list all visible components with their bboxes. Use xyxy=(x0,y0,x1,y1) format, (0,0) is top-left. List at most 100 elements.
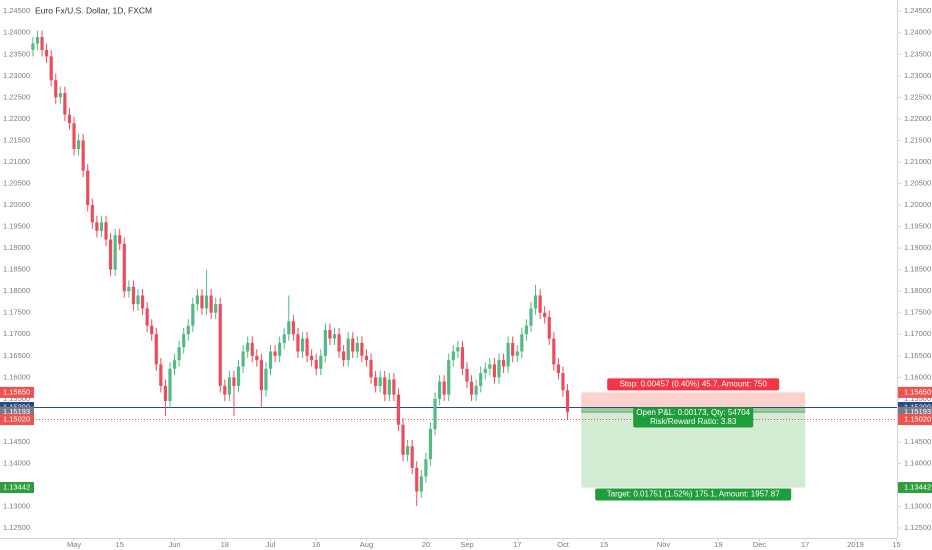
candle-body xyxy=(159,364,163,386)
candle-body xyxy=(291,321,295,335)
y-tick-label-left: 1.14000 xyxy=(3,458,30,467)
price-label: 1.15020 xyxy=(904,415,931,424)
y-tick-label-left: 1.22000 xyxy=(3,114,30,123)
candle-body xyxy=(488,364,492,369)
candle-body xyxy=(72,123,76,150)
candle-body xyxy=(424,459,428,477)
x-tick-label: Sep xyxy=(460,540,473,549)
candle-body xyxy=(355,342,359,352)
candle-body xyxy=(118,235,122,244)
candle-body xyxy=(524,325,529,335)
candle-body xyxy=(108,239,113,270)
rr-label: Risk/Reward Ratio: 3.83 xyxy=(650,417,737,426)
candle-body xyxy=(342,351,346,361)
candle-body xyxy=(191,304,195,326)
candle-body xyxy=(406,446,410,455)
candle-body xyxy=(419,476,423,492)
candle-body xyxy=(282,334,286,343)
y-tick-label-left: 1.23000 xyxy=(3,71,30,80)
price-label-box xyxy=(898,414,932,426)
candle-body xyxy=(392,379,396,395)
candle-body xyxy=(140,295,145,309)
candle-body xyxy=(40,37,44,50)
candle-body xyxy=(209,295,213,313)
candle-body xyxy=(515,351,519,356)
candle-body xyxy=(437,381,442,399)
y-tick-label-left: 1.19500 xyxy=(3,222,30,231)
y-tick-label-right: 1.14500 xyxy=(904,437,931,446)
candle-body xyxy=(310,355,314,361)
candle-body xyxy=(67,114,72,124)
candle-body xyxy=(273,351,277,356)
candle-body xyxy=(506,342,510,367)
target-label-box xyxy=(595,488,792,501)
candle-body xyxy=(204,295,209,309)
candle-body xyxy=(497,360,501,378)
price-label: 1.13442 xyxy=(3,483,30,492)
candle-body xyxy=(538,295,542,313)
y-tick-label-left: 1.18000 xyxy=(3,286,30,295)
candle-body xyxy=(218,304,222,386)
price-label-box xyxy=(0,406,34,418)
y-tick-label-left: 1.19000 xyxy=(3,243,30,252)
candle-body xyxy=(186,325,190,335)
x-tick-label: 15 xyxy=(116,540,124,549)
candle-body xyxy=(54,80,58,98)
x-tick-label: Dec xyxy=(753,540,767,549)
candle-body xyxy=(58,93,62,98)
price-label-box xyxy=(898,482,932,494)
y-tick-label-right: 1.14000 xyxy=(904,458,931,467)
price-label-box xyxy=(898,406,932,418)
candle-body xyxy=(469,381,474,395)
candle-body xyxy=(401,424,405,455)
candle-body xyxy=(200,295,204,309)
candle-body xyxy=(383,377,387,395)
candle-body xyxy=(236,366,241,386)
price-label: 1.13442 xyxy=(904,483,931,492)
x-tick-label: 18 xyxy=(221,540,229,549)
candle-body xyxy=(122,243,126,292)
candle-body xyxy=(35,37,40,44)
x-tick-label: Jul xyxy=(266,540,276,549)
candle-body xyxy=(346,338,350,361)
y-tick-label-left: 1.12500 xyxy=(3,523,30,532)
candle-body xyxy=(323,329,327,356)
candle-body xyxy=(387,379,391,395)
y-tick-label-left: 1.23500 xyxy=(3,49,30,58)
y-tick-label-left: 1.24000 xyxy=(3,28,30,37)
candle-body xyxy=(529,308,533,326)
y-tick-label-right: 1.17500 xyxy=(904,308,931,317)
candle-body xyxy=(492,364,497,378)
price-label: 1.15193 xyxy=(904,407,931,416)
chart-title: Euro Fx/U.S. Dollar, 1D, FXCM xyxy=(35,5,152,15)
y-tick-label-left: 1.16500 xyxy=(3,351,30,360)
x-tick-label: Oct xyxy=(557,540,570,549)
candle-body xyxy=(374,377,378,386)
candle-body xyxy=(552,338,556,365)
candle-body xyxy=(305,338,309,356)
candle-body xyxy=(246,342,250,352)
candle-body xyxy=(369,360,373,378)
x-tick-label: 17 xyxy=(801,540,809,549)
y-tick-label-right: 1.20500 xyxy=(904,178,931,187)
candle-body xyxy=(314,360,318,369)
candle-body xyxy=(296,334,300,352)
pnl-label: Open P&L: 0.00173, Qty: 54704 xyxy=(636,408,750,417)
candle-body xyxy=(520,334,524,352)
y-tick-label-left: 1.14500 xyxy=(3,437,30,446)
candle-body xyxy=(86,170,90,206)
x-tick-label: 19 xyxy=(714,540,722,549)
candle-body xyxy=(460,347,465,369)
stop-label-box xyxy=(607,378,780,391)
candle-body xyxy=(447,360,451,395)
price-label-box xyxy=(898,386,932,398)
candle-body xyxy=(364,355,369,361)
candle-body xyxy=(474,385,478,395)
y-tick-label-right: 1.19000 xyxy=(904,243,931,252)
candle-body xyxy=(465,368,469,382)
x-tick-label: 2019 xyxy=(847,540,864,549)
y-tick-label-right: 1.23500 xyxy=(904,49,931,58)
y-tick-label-right: 1.17000 xyxy=(904,329,931,338)
candle-body xyxy=(456,347,460,352)
y-tick-label-left: 1.13000 xyxy=(3,502,30,511)
